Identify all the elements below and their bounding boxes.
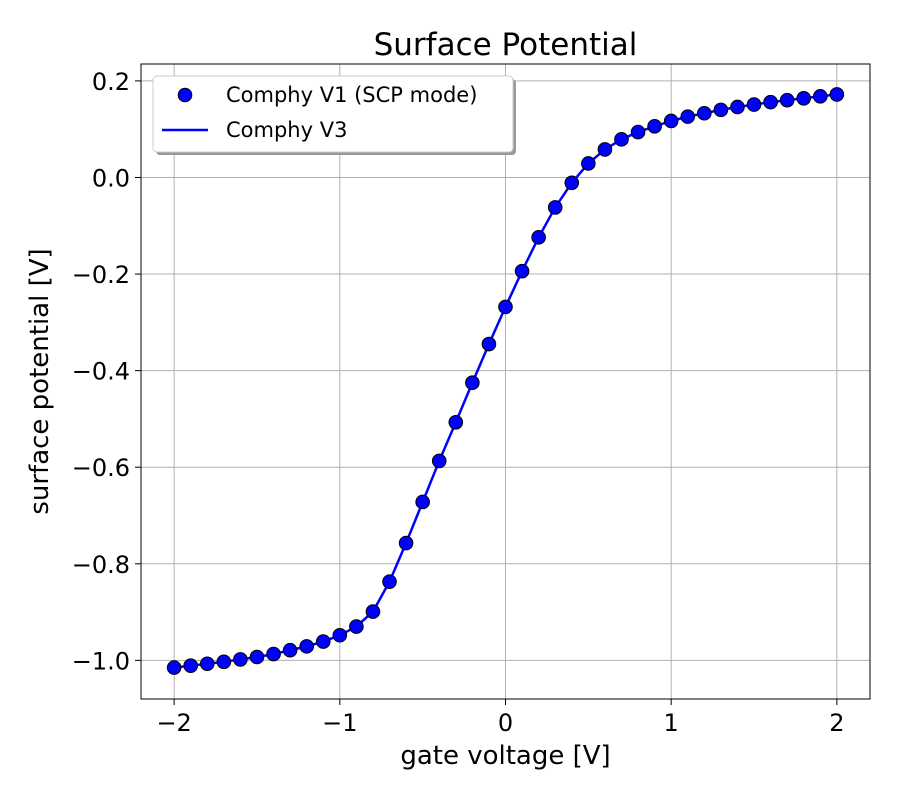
grid [141,64,870,699]
data-point [514,263,530,279]
data-point [663,113,679,129]
data-point [713,102,729,118]
y-tick-label: −0.8 [72,551,130,579]
legend: Comphy V1 (SCP mode) Comphy V3 [152,75,516,155]
data-point [680,109,696,124]
y-tick-label: −0.2 [72,261,130,289]
data-point [564,175,580,191]
y-tick-label: −0.6 [72,454,130,482]
legend-marker-icon [177,87,193,103]
data-point [812,89,828,104]
data-point [299,639,314,654]
data-point [431,453,447,469]
data-point [398,535,414,551]
data-point [730,99,745,115]
y-tick-label: −0.4 [72,358,130,386]
data-point [266,646,281,662]
data-point [349,619,364,634]
data-point [581,156,596,171]
data-point [415,494,430,510]
y-tick-label: −1.0 [72,647,130,675]
data-point [779,92,795,108]
data-point [481,336,497,352]
legend-label-markers: Comphy V1 (SCP mode) [226,83,477,107]
data-point [282,642,298,658]
data-point [647,118,662,134]
data-point [249,649,265,665]
data-point [315,634,331,649]
x-axis-label: gate voltage [V] [400,741,610,771]
axis-ticks: −2 −1 0 1 2 −1.0 −0.8 −0.6 −0.4 −0.2 0.0 0.2 [72,68,845,737]
series-marker-layer [166,87,845,675]
data-point [763,94,778,110]
x-tick-label: 2 [829,709,844,737]
data-point [531,230,546,245]
data-point [332,627,348,643]
data-point [796,90,812,106]
data-point [216,654,232,670]
data-point [448,415,464,430]
data-point [697,105,712,121]
y-axis-label: surface potential [V] [25,248,55,514]
x-tick-label: 0 [498,709,513,737]
data-point [233,652,248,667]
y-tick-label: 0.0 [92,164,130,192]
data-point [498,299,513,315]
data-point [829,87,845,102]
data-point [614,132,629,147]
data-point [183,658,199,673]
data-point [166,660,182,675]
data-point [597,142,613,157]
data-point [199,656,215,672]
chart-title: Surface Potential [374,27,638,63]
data-point [630,124,646,140]
y-tick-label: 0.2 [92,68,130,96]
data-point [382,574,397,589]
x-tick-label: −1 [322,709,357,737]
data-point [365,604,381,619]
data-point [547,200,563,215]
data-point [465,375,480,391]
x-tick-label: 1 [664,709,679,737]
legend-box [152,75,514,153]
legend-label-line: Comphy V3 [226,118,347,142]
data-point [746,97,762,112]
x-tick-label: −2 [156,709,191,737]
